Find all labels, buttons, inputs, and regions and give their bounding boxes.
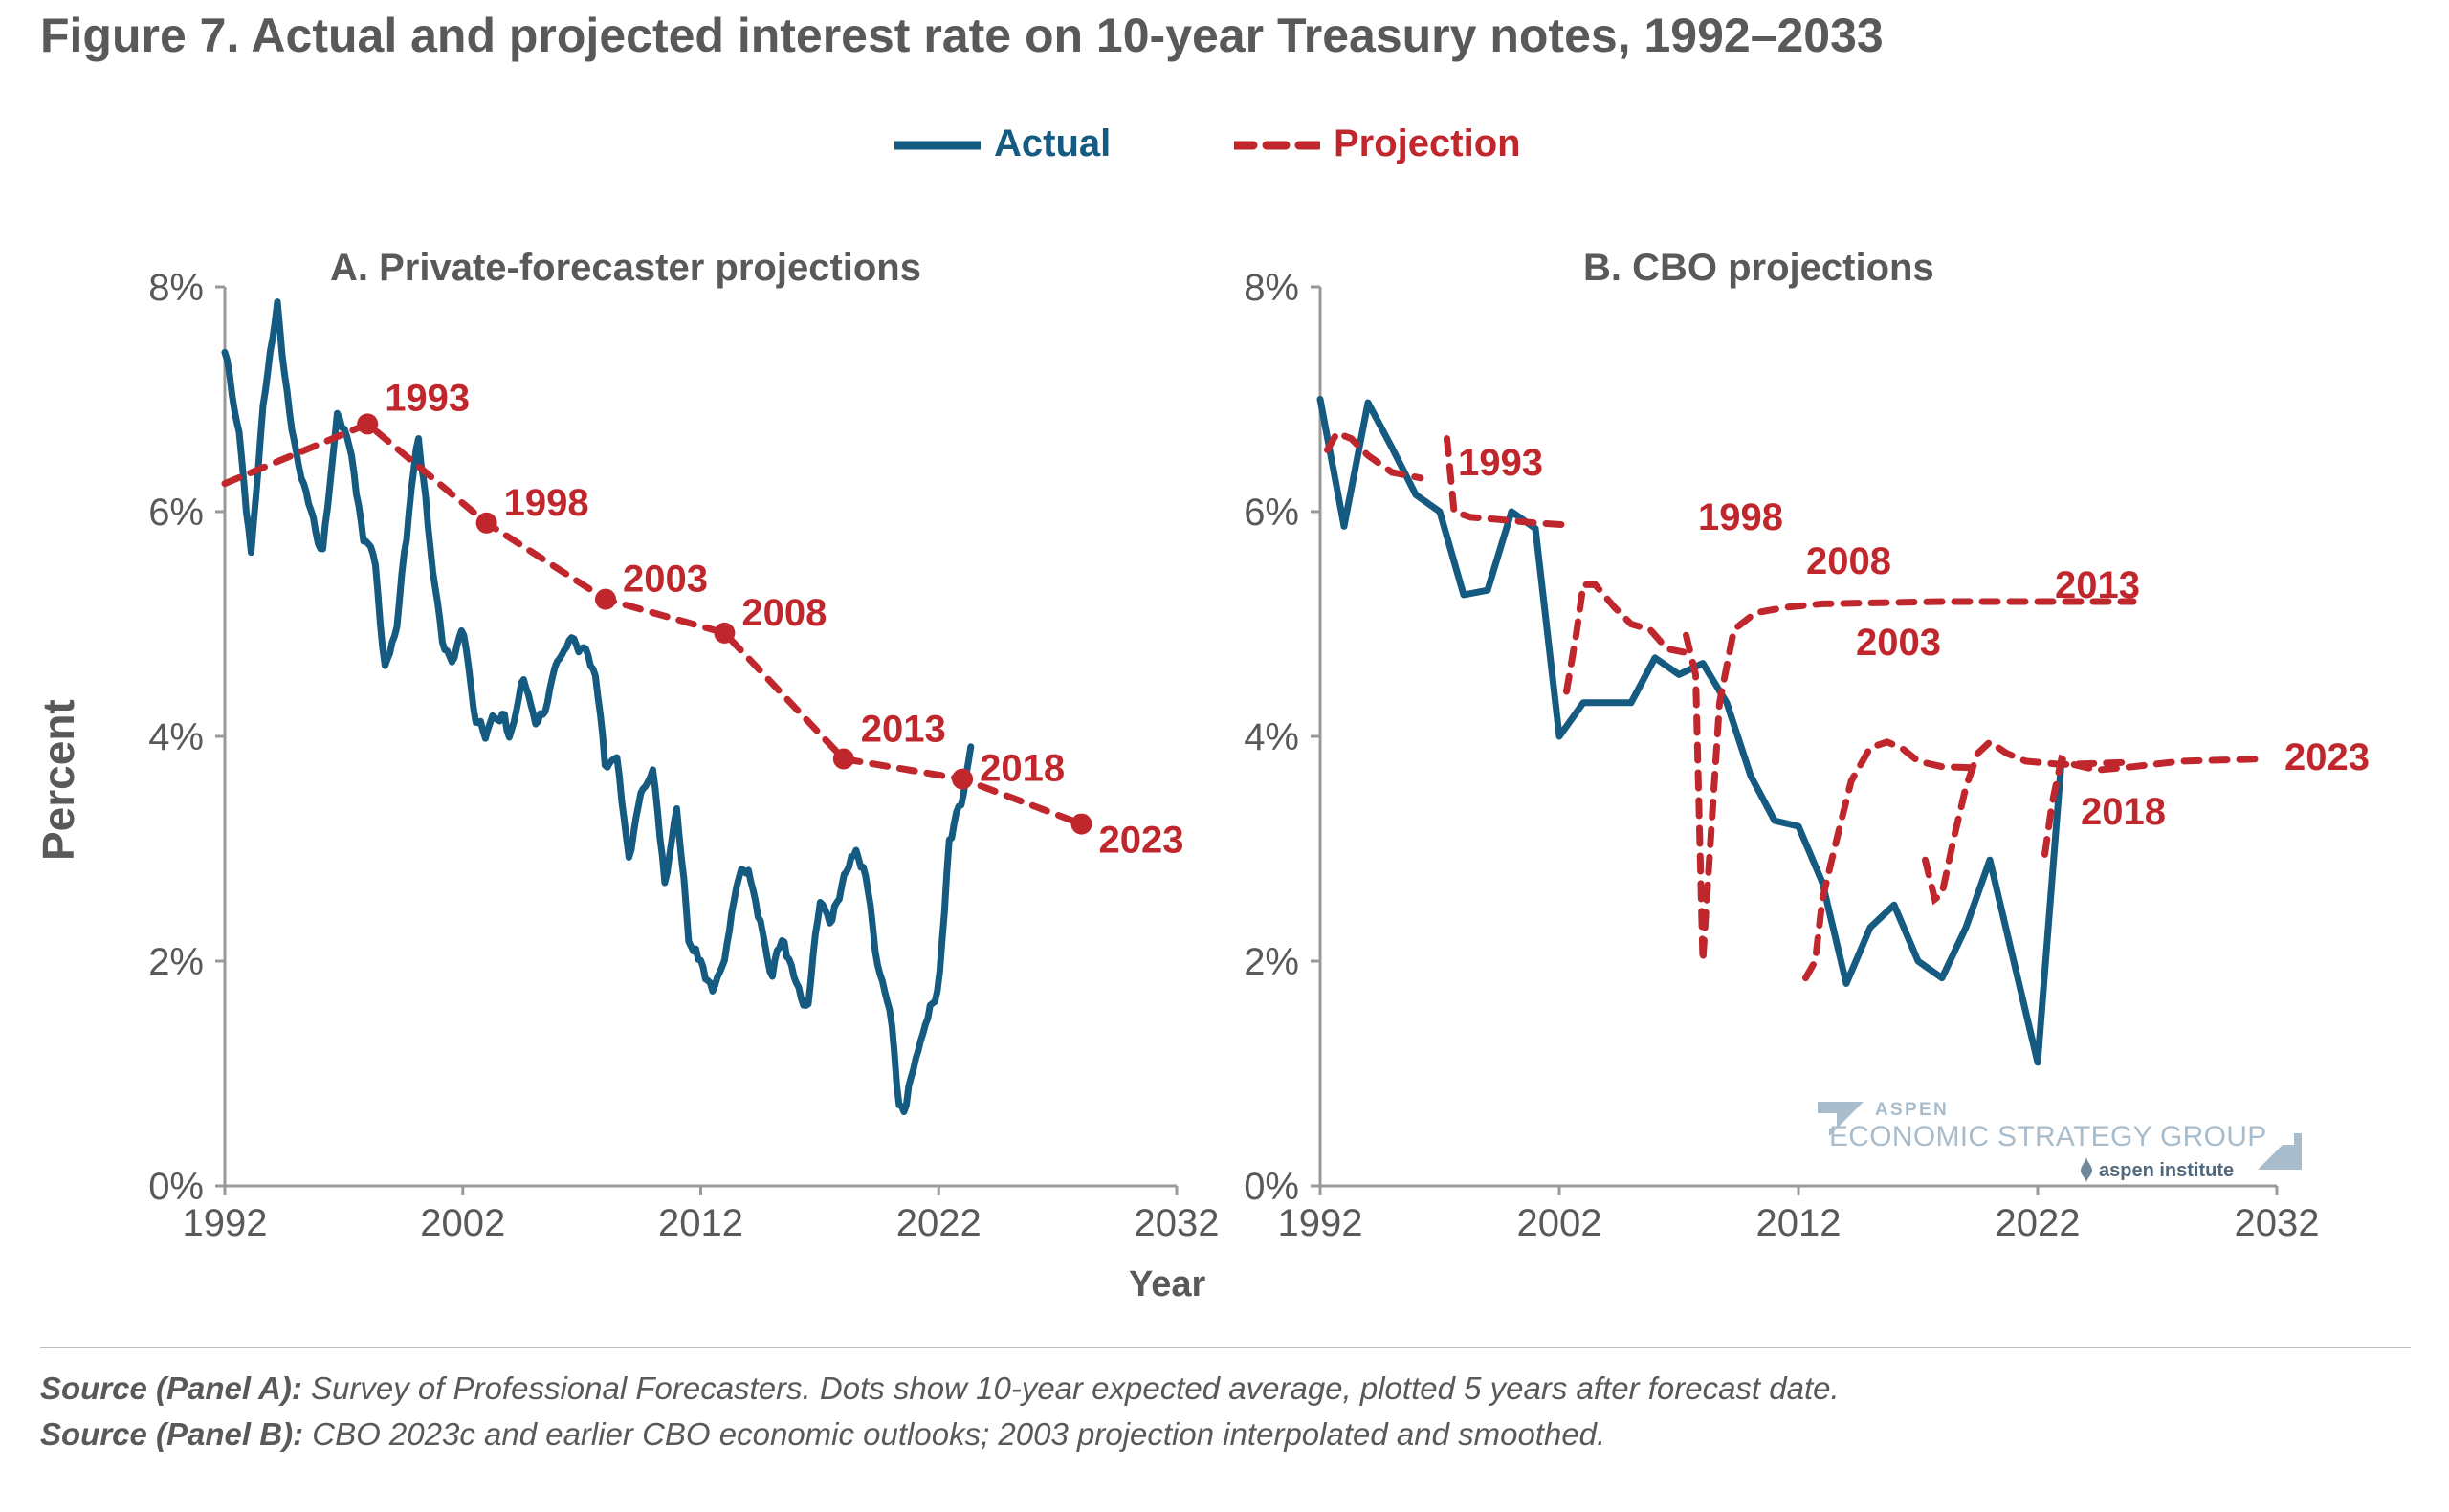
svg-text:2013: 2013 xyxy=(861,709,946,751)
svg-text:2018: 2018 xyxy=(2081,791,2166,833)
svg-text:2018: 2018 xyxy=(980,748,1065,790)
svg-text:2003: 2003 xyxy=(623,559,708,601)
svg-text:2032: 2032 xyxy=(1135,1202,1220,1244)
svg-text:6%: 6% xyxy=(148,492,204,534)
svg-text:4%: 4% xyxy=(1244,716,1299,758)
svg-text:2012: 2012 xyxy=(1756,1202,1842,1244)
svg-text:1998: 1998 xyxy=(1698,496,1783,538)
svg-text:1993: 1993 xyxy=(1458,442,1543,484)
svg-text:ASPEN: ASPEN xyxy=(1875,1100,1949,1120)
svg-text:2002: 2002 xyxy=(420,1202,505,1244)
svg-text:2%: 2% xyxy=(148,941,204,983)
svg-text:2003: 2003 xyxy=(1856,622,1941,664)
svg-text:2032: 2032 xyxy=(2235,1202,2320,1244)
svg-text:2023: 2023 xyxy=(1099,820,1184,862)
svg-text:2013: 2013 xyxy=(2055,564,2140,606)
svg-text:2002: 2002 xyxy=(1517,1202,1602,1244)
svg-text:aspen institute: aspen institute xyxy=(2099,1160,2234,1181)
svg-text:1993: 1993 xyxy=(385,377,470,419)
svg-text:1998: 1998 xyxy=(504,482,589,524)
svg-text:2008: 2008 xyxy=(741,592,827,634)
svg-text:2023: 2023 xyxy=(2284,736,2370,778)
svg-text:2022: 2022 xyxy=(896,1202,982,1244)
svg-text:8%: 8% xyxy=(148,267,204,309)
svg-text:8%: 8% xyxy=(1244,267,1299,309)
svg-text:ECONOMIC STRATEGY GROUP: ECONOMIC STRATEGY GROUP xyxy=(1829,1121,2267,1152)
svg-text:4%: 4% xyxy=(148,716,204,758)
svg-text:2012: 2012 xyxy=(658,1202,743,1244)
svg-text:2008: 2008 xyxy=(1806,540,1891,582)
svg-text:1992: 1992 xyxy=(183,1202,268,1244)
svg-text:6%: 6% xyxy=(1244,492,1299,534)
svg-text:2%: 2% xyxy=(1244,941,1299,983)
svg-text:1992: 1992 xyxy=(1278,1202,1363,1244)
svg-text:2022: 2022 xyxy=(1996,1202,2081,1244)
